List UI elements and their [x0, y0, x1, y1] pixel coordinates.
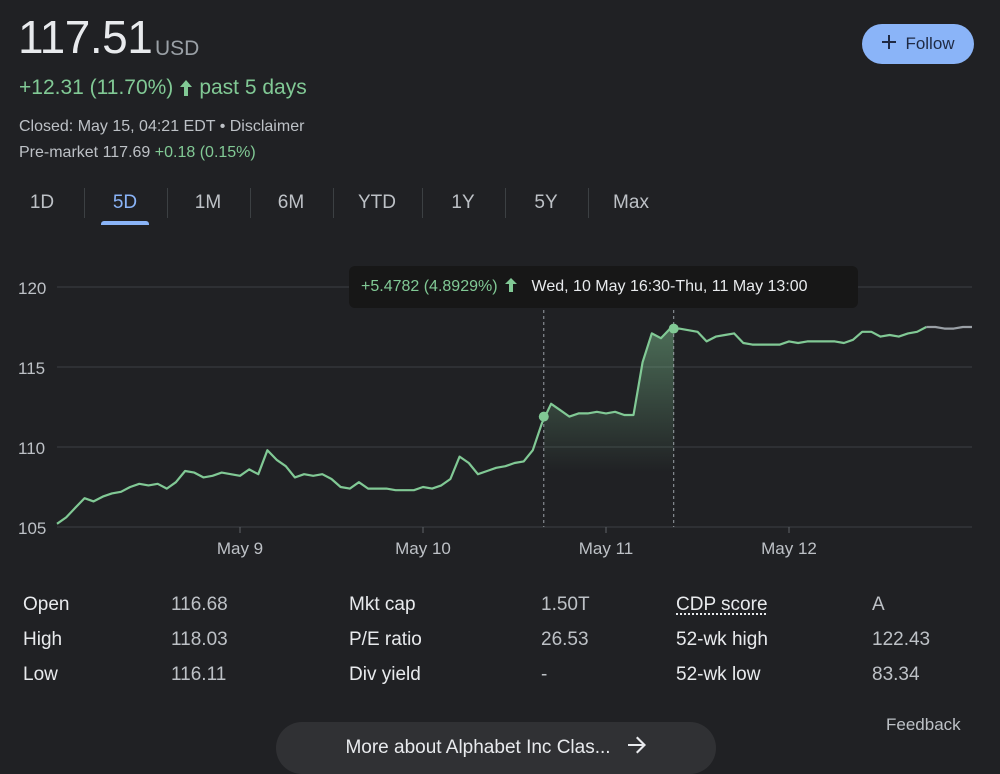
tab-max[interactable]: Max: [613, 192, 649, 213]
y-tick-label: 115: [18, 359, 45, 378]
stock-price: 117.51: [18, 11, 153, 63]
tab-divider: [84, 188, 85, 218]
stat-divyield-label: Div yield: [349, 664, 421, 685]
tab-divider: [505, 188, 506, 218]
selection-end-point: [668, 323, 679, 334]
stat-pe-value: 26.53: [541, 629, 589, 650]
selection-start-point: [538, 411, 549, 422]
stat-52wk-low-label: 52-wk low: [676, 664, 761, 685]
stat-52wk-high-label: 52-wk high: [676, 629, 768, 650]
range-tabs: 1D 5D 1M 6M YTD 1Y 5Y Max: [0, 180, 1000, 226]
stat-pe-label: P/E ratio: [349, 629, 422, 650]
follow-button-label: Follow: [905, 34, 955, 53]
follow-button[interactable]: Follow: [862, 24, 974, 64]
stat-low-label: Low: [23, 664, 58, 685]
range-selection-tooltip: +5.4782 (4.8929%) Wed, 10 May 16:30-Thu,…: [349, 266, 858, 308]
stat-cdp-label[interactable]: CDP score: [676, 594, 768, 615]
stat-open-value: 116.68: [171, 594, 228, 615]
premarket-price: Pre-market 117.69: [19, 144, 151, 161]
more-about-button[interactable]: More about Alphabet Inc Clas...: [276, 722, 716, 774]
tooltip-change: +5.4782 (4.8929%): [361, 277, 518, 298]
y-tick-label: 110: [18, 439, 45, 458]
tab-6m[interactable]: 6M: [277, 192, 305, 213]
currency-label: USD: [155, 37, 200, 60]
y-tick-label: 120: [18, 279, 46, 298]
tab-1m[interactable]: 1M: [194, 192, 222, 213]
x-tick-label: May 9: [217, 539, 263, 558]
tab-divider: [167, 188, 168, 218]
feedback-link[interactable]: Feedback: [886, 715, 961, 734]
closed-status: Closed: May 15, 04:21 EDT • Disclaimer: [19, 118, 305, 135]
series-line: [926, 325, 972, 330]
tab-ytd[interactable]: YTD: [358, 192, 396, 213]
x-tick-label: May 10: [395, 539, 451, 558]
premarket-status: Pre-market 117.69 +0.18 (0.15%): [19, 144, 256, 162]
tab-1y[interactable]: 1Y: [451, 192, 475, 213]
price-change-value: +12.31 (11.70%): [19, 76, 174, 99]
plus-icon: [881, 34, 897, 55]
tooltip-change-value: +5.4782 (4.8929%): [361, 278, 498, 295]
stat-high-value: 118.03: [171, 629, 228, 650]
arrow-right-icon: [627, 736, 647, 760]
price-chart[interactable]: 105 110 115 120 May 9 May 10 May 11 May 12: [0, 255, 1000, 565]
series-line: [56, 326, 927, 525]
stat-low-value: 116.11: [171, 664, 227, 685]
x-tick-label: May 12: [761, 539, 817, 558]
more-about-label: More about Alphabet Inc Clas...: [345, 737, 611, 758]
change-period: past 5 days: [199, 76, 307, 99]
tab-5y[interactable]: 5Y: [534, 192, 558, 213]
tab-divider: [588, 188, 589, 218]
tab-5d[interactable]: 5D: [100, 180, 150, 226]
tab-divider: [333, 188, 334, 218]
tooltip-range: Wed, 10 May 16:30-Thu, 11 May 13:00: [531, 278, 808, 295]
stat-high-label: High: [23, 629, 63, 650]
premarket-change: +0.18 (0.15%): [154, 144, 256, 161]
stat-open-label: Open: [23, 594, 70, 615]
stat-52wk-high-value: 122.43: [872, 629, 931, 650]
arrow-up-icon: [179, 79, 193, 97]
stat-divyield-value: -: [541, 664, 548, 685]
selection-area: [543, 328, 674, 472]
tab-1d[interactable]: 1D: [29, 192, 55, 213]
stat-mktcap-value: 1.50T: [541, 594, 590, 615]
tab-divider: [250, 188, 251, 218]
stat-cdp-value: A: [872, 594, 885, 615]
tab-divider: [422, 188, 423, 218]
y-tick-label: 105: [18, 519, 46, 538]
stat-52wk-low-value: 83.34: [872, 664, 920, 685]
arrow-up-icon: [504, 277, 518, 298]
x-tick-label: May 11: [579, 539, 634, 558]
stat-mktcap-label: Mkt cap: [349, 594, 416, 615]
price-change-line: +12.31 (11.70%) past 5 days: [19, 76, 307, 100]
